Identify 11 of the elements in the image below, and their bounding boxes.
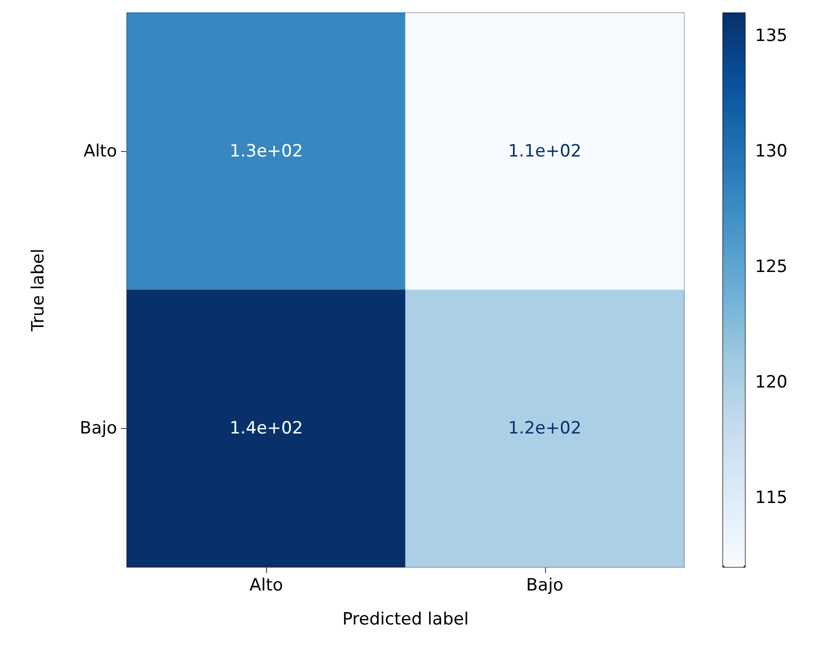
data-label: 1.3e+02 bbox=[230, 142, 303, 162]
color-bar-label: 125 bbox=[755, 256, 788, 277]
data-label: 1.2e+02 bbox=[508, 418, 582, 438]
color-bar-label: 120 bbox=[755, 372, 788, 392]
data-label: 1.1e+02 bbox=[508, 142, 582, 162]
data-label: 1.4e+02 bbox=[230, 418, 303, 438]
y-axis-title: True label bbox=[28, 248, 48, 332]
x-axis-title: Predicted label bbox=[342, 610, 469, 630]
color-bar-label: 130 bbox=[755, 142, 788, 162]
color-bar-label: 135 bbox=[755, 26, 788, 46]
color-bar-label: 115 bbox=[755, 488, 788, 508]
